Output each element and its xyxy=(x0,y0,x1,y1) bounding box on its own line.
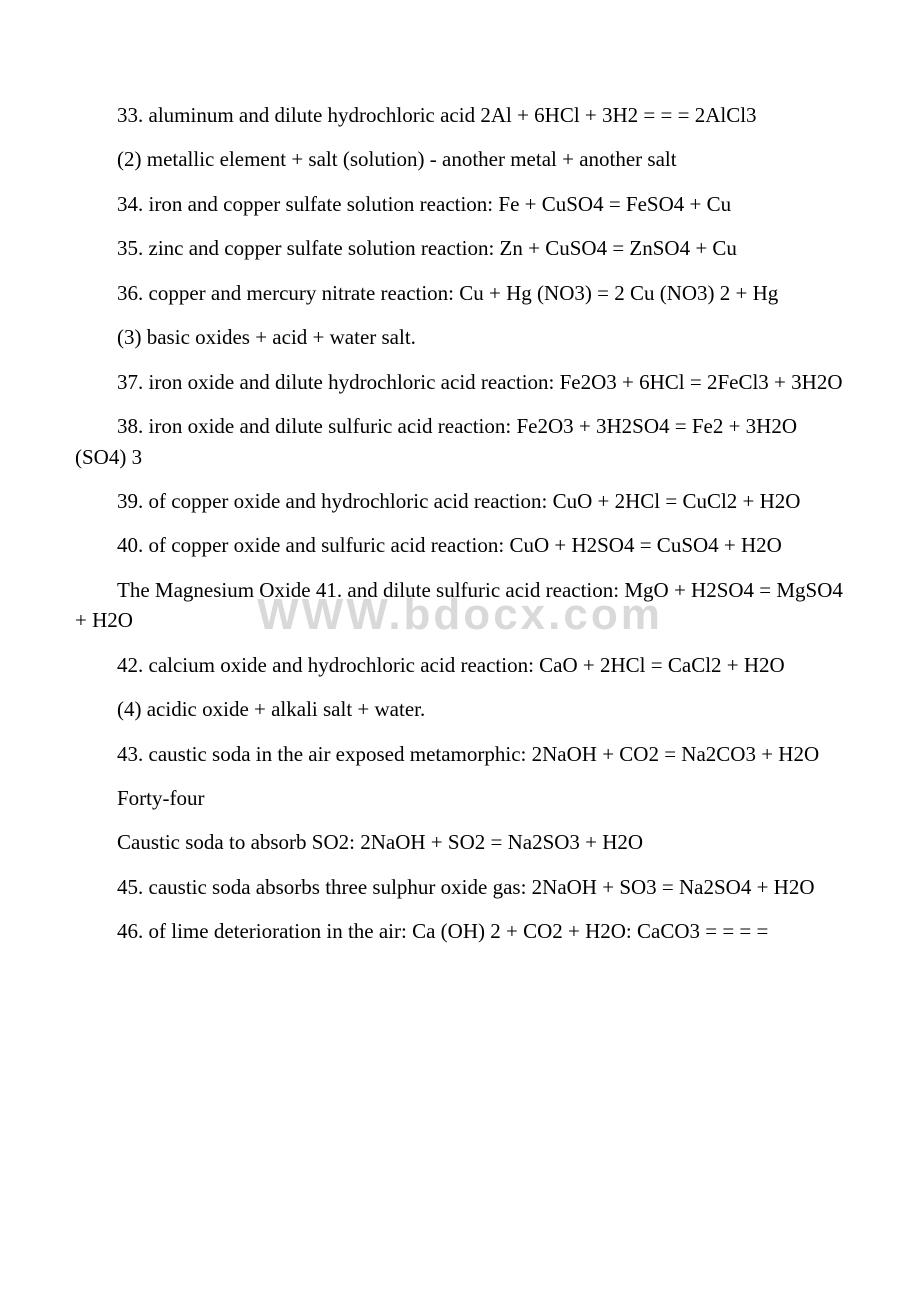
paragraph: The Magnesium Oxide 41. and dilute sulfu… xyxy=(75,575,845,636)
paragraph: 35. zinc and copper sulfate solution rea… xyxy=(75,233,845,263)
paragraph: (3) basic oxides + acid + water salt. xyxy=(75,322,845,352)
paragraph: 38. iron oxide and dilute sulfuric acid … xyxy=(75,411,845,472)
paragraph: Forty-four xyxy=(75,783,845,813)
paragraph: Caustic soda to absorb SO2: 2NaOH + SO2 … xyxy=(75,827,845,857)
paragraph: 34. iron and copper sulfate solution rea… xyxy=(75,189,845,219)
paragraph: 46. of lime deterioration in the air: Ca… xyxy=(75,916,845,946)
paragraph: 42. calcium oxide and hydrochloric acid … xyxy=(75,650,845,680)
paragraph: 37. iron oxide and dilute hydrochloric a… xyxy=(75,367,845,397)
paragraph: (2) metallic element + salt (solution) -… xyxy=(75,144,845,174)
paragraph: 45. caustic soda absorbs three sulphur o… xyxy=(75,872,845,902)
paragraph: 39. of copper oxide and hydrochloric aci… xyxy=(75,486,845,516)
paragraph: 40. of copper oxide and sulfuric acid re… xyxy=(75,530,845,560)
document-page: 33. aluminum and dilute hydrochloric aci… xyxy=(0,0,920,1061)
paragraph: 43. caustic soda in the air exposed meta… xyxy=(75,739,845,769)
paragraph: 33. aluminum and dilute hydrochloric aci… xyxy=(75,100,845,130)
document-content: 33. aluminum and dilute hydrochloric aci… xyxy=(75,100,845,947)
paragraph: (4) acidic oxide + alkali salt + water. xyxy=(75,694,845,724)
paragraph: 36. copper and mercury nitrate reaction:… xyxy=(75,278,845,308)
